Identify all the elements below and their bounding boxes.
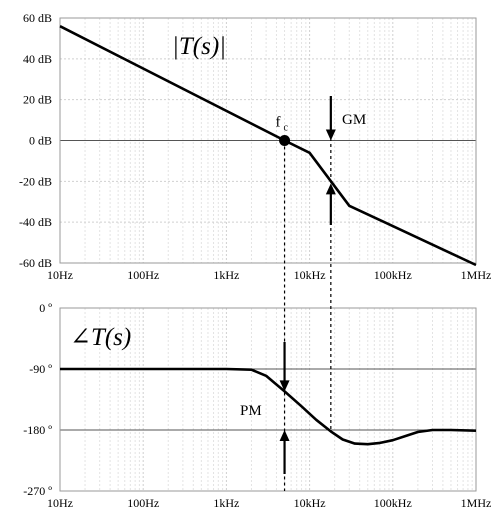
magnitude-x-tick-label: 1MHz [461,268,492,282]
gain-margin-arrow-bottom-head [325,183,336,195]
phase-y-tick-label: -270 º [23,484,52,498]
magnitude-x-tick-label: 100Hz [127,268,159,282]
phase-x-tick-label: 1kHz [213,496,239,510]
gain-margin-arrow-bottom [325,183,336,225]
phase-x-tick-label: 10kHz [294,496,326,510]
crossover-subscript: c [284,123,289,134]
phase-y-tick-label: 0 º [39,301,52,315]
magnitude-y-tick-label: 40 dB [23,52,52,66]
magnitude-panel: 60 dB 40 dB 20 dB 0 dB -20 dB -40 dB -60 dB10H… [19,11,491,282]
magnitude-title: |T(s)| [172,33,226,60]
gain-margin-arrow-top-head [325,129,336,141]
magnitude-x-tick-label: 10Hz [47,268,73,282]
gain-margin-arrow-top [325,96,336,141]
magnitude-x-tick-label: 100kHz [374,268,412,282]
phase-margin-arrow-top-head [279,380,290,392]
phase-y-tick-label: -90 º [29,362,52,376]
magnitude-y-tick-label: -40 dB [19,215,52,229]
magnitude-x-tick-label: 10kHz [294,268,326,282]
phase-x-tick-label: 100Hz [127,496,159,510]
phase-margin-label: PM [240,403,262,419]
magnitude-series-line [59,25,477,267]
magnitude-y-tick-label: 0 dB [29,134,52,148]
magnitude-y-tick-label: -60 dB [19,256,52,270]
phase-x-tick-label: 10Hz [47,496,73,510]
phase-y-tick-label: -180 º [23,423,52,437]
phase-title: ∠T(s) [70,324,131,351]
phase-x-tick-label: 1MHz [461,496,492,510]
phase-frame [59,307,477,492]
phase-series-line [60,367,477,446]
phase-margin-arrow-bottom [279,430,290,474]
magnitude-y-tick-label: -20 dB [19,174,52,188]
gain-margin-label: GM [342,112,366,128]
crossover-label: f [276,115,281,131]
magnitude-x-tick-label: 1kHz [213,268,239,282]
phase-x-tick-label: 100kHz [374,496,412,510]
phase-margin-arrow-top [279,342,290,392]
phase-margin-arrow-bottom-head [279,430,290,441]
magnitude-y-tick-label: 60 dB [23,11,52,25]
magnitude-frame [59,17,477,264]
magnitude-y-tick-label: 20 dB [23,93,52,107]
